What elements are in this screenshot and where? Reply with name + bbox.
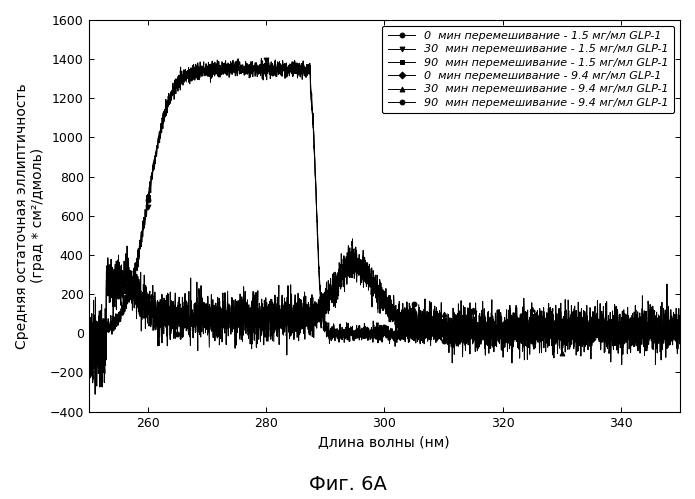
Legend: 0  мин перемешивание - 1.5 мг/мл GLP-1, 30  мин перемешивание - 1.5 мг/мл GLP-1,: 0 мин перемешивание - 1.5 мг/мл GLP-1, 3…	[382, 25, 674, 113]
Y-axis label: Средняя остаточная эллиптичность
(град * см²/дмоль): Средняя остаточная эллиптичность (град *…	[15, 83, 45, 349]
X-axis label: Длина волны (нм): Длина волны (нм)	[318, 435, 450, 449]
Text: Фиг. 6А: Фиг. 6А	[309, 475, 386, 494]
